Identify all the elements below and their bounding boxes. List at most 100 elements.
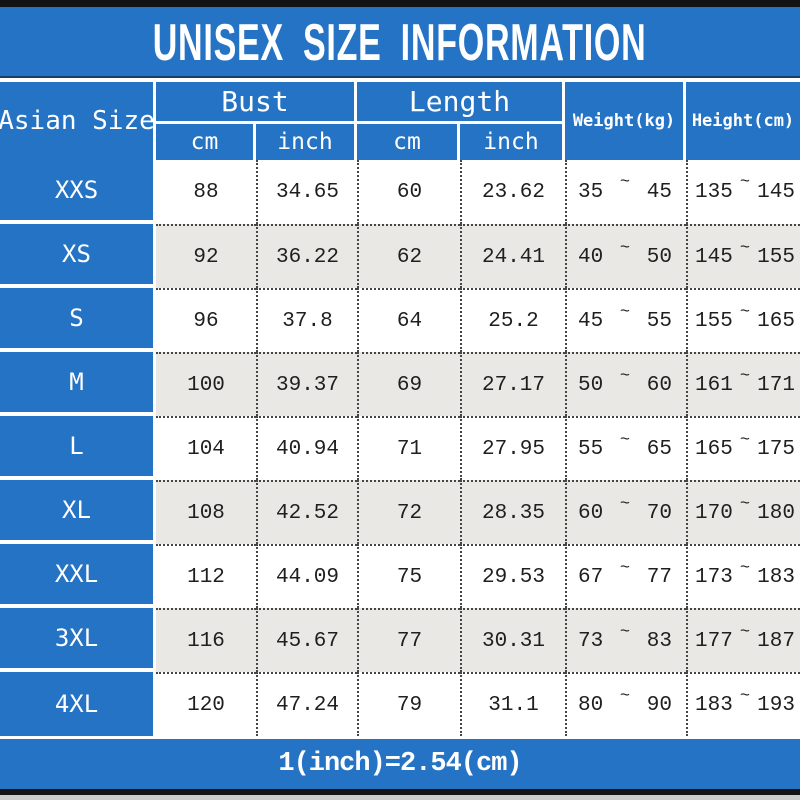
size-label: 3XL	[0, 608, 156, 672]
height-min: 173	[695, 565, 733, 589]
height-max: 183	[757, 565, 795, 589]
cell-length-cm: 64	[357, 288, 460, 352]
cell-height-range: 183 ~ 193	[686, 672, 800, 736]
weight-min: 45	[578, 309, 604, 333]
header-bust-group: Bust	[156, 82, 357, 124]
tilde-separator: ~	[739, 623, 751, 642]
size-label: 4XL	[0, 672, 156, 736]
tilde-separator: ~	[739, 303, 751, 322]
height-max: 175	[757, 437, 795, 461]
cell-weight-range: 45 ~ 55	[565, 288, 686, 352]
weight-min: 73	[578, 629, 604, 653]
cell-height-range: 177 ~ 187	[686, 608, 800, 672]
cell-bust-inch: 39.37	[256, 352, 357, 416]
table-body: XXS 88 34.65 60 23.62 35 ~ 45 135 ~ 145 …	[0, 160, 800, 736]
table-header: Asian Size Bust Length Weight(kg) Height…	[0, 82, 800, 160]
size-label: XL	[0, 480, 156, 544]
table-row: M 100 39.37 69 27.17 50 ~ 60 161 ~ 171	[0, 352, 800, 416]
size-label: XS	[0, 224, 156, 288]
tilde-separator: ~	[619, 495, 631, 514]
table-row: 3XL 116 45.67 77 30.31 73 ~ 83 177 ~ 187	[0, 608, 800, 672]
cell-length-inch: 31.1	[460, 672, 565, 736]
height-max: 155	[757, 245, 795, 269]
cell-bust-inch: 42.52	[256, 480, 357, 544]
header-height: Height(cm)	[686, 82, 800, 160]
size-label: L	[0, 416, 156, 480]
cell-length-inch: 29.53	[460, 544, 565, 608]
tilde-separator: ~	[619, 173, 631, 192]
weight-max: 50	[646, 245, 672, 269]
height-min: 155	[695, 309, 733, 333]
height-min: 145	[695, 245, 733, 269]
top-black-bar	[0, 0, 800, 7]
cell-length-inch: 27.17	[460, 352, 565, 416]
cell-bust-inch: 40.94	[256, 416, 357, 480]
table-row: XXL 112 44.09 75 29.53 67 ~ 77 173 ~ 183	[0, 544, 800, 608]
weight-max: 65	[646, 437, 672, 461]
header-weight: Weight(kg)	[565, 82, 686, 160]
cell-length-cm: 75	[357, 544, 460, 608]
cell-weight-range: 73 ~ 83	[565, 608, 686, 672]
cell-bust-inch: 47.24	[256, 672, 357, 736]
cell-weight-range: 60 ~ 70	[565, 480, 686, 544]
height-min: 183	[695, 693, 733, 717]
header-bust-cm: cm	[156, 124, 256, 160]
height-min: 161	[695, 373, 733, 397]
cell-bust-inch: 34.65	[256, 160, 357, 224]
cell-height-range: 145 ~ 155	[686, 224, 800, 288]
height-min: 135	[695, 180, 733, 204]
cell-bust-cm: 104	[156, 416, 256, 480]
cell-length-inch: 27.95	[460, 416, 565, 480]
cell-weight-range: 40 ~ 50	[565, 224, 686, 288]
cell-length-inch: 28.35	[460, 480, 565, 544]
header-length-cm: cm	[357, 124, 460, 160]
tilde-separator: ~	[619, 559, 631, 578]
cell-bust-cm: 120	[156, 672, 256, 736]
tilde-separator: ~	[619, 623, 631, 642]
header-length-inch: inch	[460, 124, 565, 160]
cell-weight-range: 50 ~ 60	[565, 352, 686, 416]
cell-length-inch: 25.2	[460, 288, 565, 352]
height-max: 187	[757, 629, 795, 653]
tilde-separator: ~	[739, 687, 751, 706]
cell-weight-range: 67 ~ 77	[565, 544, 686, 608]
cell-height-range: 135 ~ 145	[686, 160, 800, 224]
cell-height-range: 170 ~ 180	[686, 480, 800, 544]
weight-min: 50	[578, 373, 604, 397]
weight-min: 80	[578, 693, 604, 717]
cell-length-inch: 30.31	[460, 608, 565, 672]
weight-min: 55	[578, 437, 604, 461]
cell-length-inch: 23.62	[460, 160, 565, 224]
page-title: UNISEX SIZE INFORMATION	[153, 12, 647, 71]
cell-length-cm: 62	[357, 224, 460, 288]
cell-bust-inch: 36.22	[256, 224, 357, 288]
bottom-gray-strip	[0, 795, 800, 800]
table-row: XS 92 36.22 62 24.41 40 ~ 50 145 ~ 155	[0, 224, 800, 288]
weight-max: 60	[646, 373, 672, 397]
cell-bust-cm: 116	[156, 608, 256, 672]
cell-length-cm: 71	[357, 416, 460, 480]
weight-min: 40	[578, 245, 604, 269]
cell-bust-inch: 37.8	[256, 288, 357, 352]
tilde-separator: ~	[739, 431, 751, 450]
tilde-separator: ~	[739, 495, 751, 514]
table-row: XL 108 42.52 72 28.35 60 ~ 70 170 ~ 180	[0, 480, 800, 544]
cell-length-inch: 24.41	[460, 224, 565, 288]
size-label: XXL	[0, 544, 156, 608]
height-min: 165	[695, 437, 733, 461]
cell-length-cm: 79	[357, 672, 460, 736]
tilde-separator: ~	[739, 559, 751, 578]
cell-bust-cm: 112	[156, 544, 256, 608]
cell-bust-inch: 45.67	[256, 608, 357, 672]
tilde-separator: ~	[619, 239, 631, 258]
tilde-separator: ~	[619, 367, 631, 386]
cell-height-range: 155 ~ 165	[686, 288, 800, 352]
weight-max: 77	[646, 565, 672, 589]
height-max: 171	[757, 373, 795, 397]
cell-bust-cm: 100	[156, 352, 256, 416]
cell-length-cm: 77	[357, 608, 460, 672]
cell-bust-inch: 44.09	[256, 544, 357, 608]
cell-bust-cm: 92	[156, 224, 256, 288]
height-max: 193	[757, 693, 795, 717]
